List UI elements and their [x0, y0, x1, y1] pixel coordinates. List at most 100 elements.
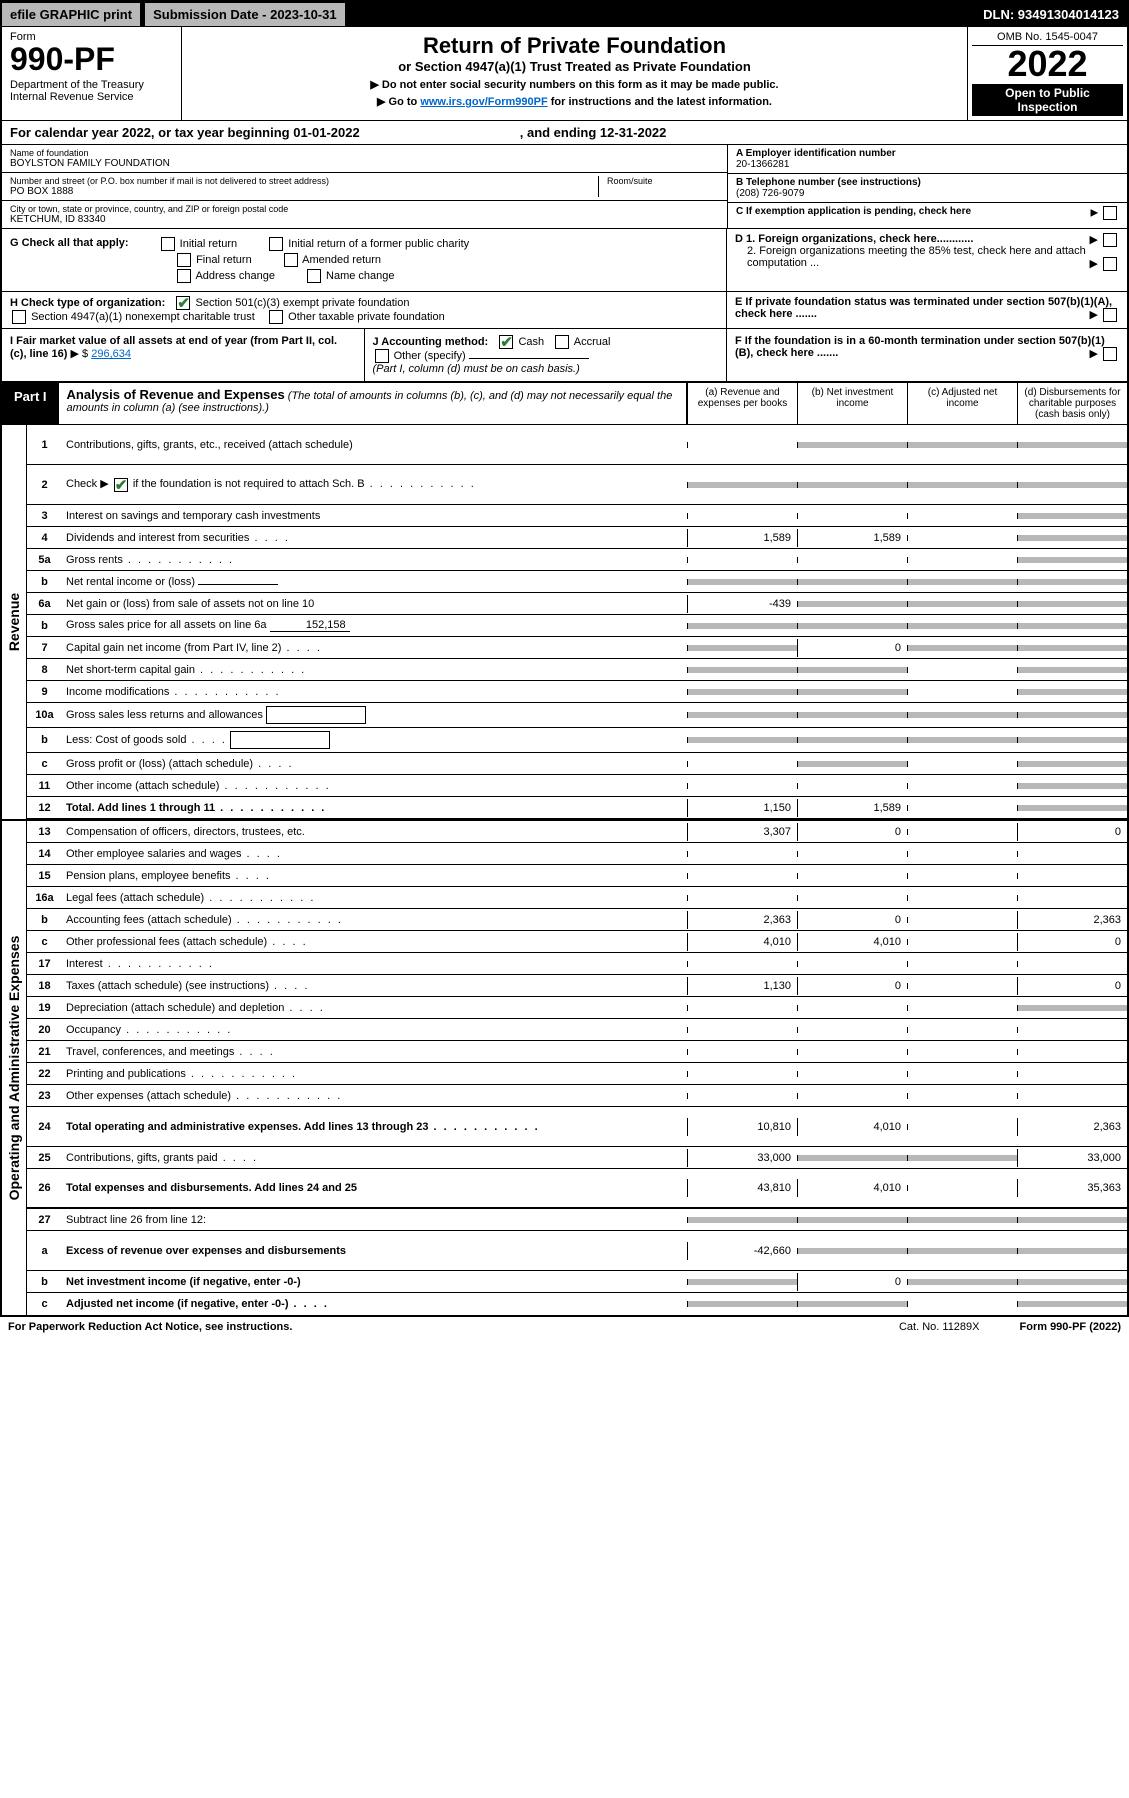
g-label: G Check all that apply: — [10, 237, 129, 249]
line2-checkbox[interactable] — [114, 478, 128, 492]
f-label: F If the foundation is in a 60-month ter… — [735, 335, 1105, 359]
city-label: City or town, state or province, country… — [10, 204, 719, 214]
g-final-checkbox[interactable] — [177, 253, 191, 267]
note-2: ▶ Go to www.irs.gov/Form990PF for instru… — [188, 95, 961, 108]
h-section: H Check type of organization: Section 50… — [2, 292, 727, 328]
h1-checkbox[interactable] — [176, 296, 190, 310]
col-c-head: (c) Adjusted net income — [907, 383, 1017, 424]
i-j-f-row: I Fair market value of all assets at end… — [2, 329, 1127, 383]
g-initial-checkbox[interactable] — [161, 237, 175, 251]
g-opt-1: Initial return of a former public charit… — [288, 238, 469, 250]
e-checkbox[interactable] — [1103, 308, 1117, 322]
line-15: 15Pension plans, employee benefits — [27, 865, 1127, 887]
expenses-side-label: Operating and Administrative Expenses — [2, 821, 27, 1315]
line-10b: bLess: Cost of goods sold — [27, 728, 1127, 753]
j-section: J Accounting method: Cash Accrual Other … — [365, 329, 728, 381]
form-number: 990-PF — [10, 43, 173, 75]
city: KETCHUM, ID 83340 — [10, 214, 719, 225]
f-checkbox[interactable] — [1103, 347, 1117, 361]
d1-checkbox[interactable] — [1103, 233, 1117, 247]
ein: 20-1366281 — [736, 159, 1119, 170]
dept: Department of the TreasuryInternal Reven… — [10, 79, 173, 103]
line-17: 17Interest — [27, 953, 1127, 975]
h2: Section 4947(a)(1) nonexempt charitable … — [31, 311, 255, 323]
line-11: 11Other income (attach schedule) — [27, 775, 1127, 797]
line-27: 27Subtract line 26 from line 12: — [27, 1209, 1127, 1231]
line-19: 19Depreciation (attach schedule) and dep… — [27, 997, 1127, 1019]
i-value-link[interactable]: 296,634 — [91, 348, 131, 360]
line-10c: cGross profit or (loss) (attach schedule… — [27, 753, 1127, 775]
phone-label: B Telephone number (see instructions) — [736, 177, 1119, 188]
h1: Section 501(c)(3) exempt private foundat… — [195, 297, 409, 309]
j-other-checkbox[interactable] — [375, 349, 389, 363]
h2-checkbox[interactable] — [12, 310, 26, 324]
line-9: 9Income modifications — [27, 681, 1127, 703]
note-1: ▶ Do not enter social security numbers o… — [188, 78, 961, 91]
footer-cat: Cat. No. 11289X — [899, 1321, 980, 1333]
info-left: Name of foundation BOYLSTON FAMILY FOUND… — [2, 145, 727, 228]
j-cash-checkbox[interactable] — [499, 335, 513, 349]
note2-pre: ▶ Go to — [377, 96, 420, 108]
j-accrual-checkbox[interactable] — [555, 335, 569, 349]
line-27a: aExcess of revenue over expenses and dis… — [27, 1231, 1127, 1271]
header-center: Return of Private Foundation or Section … — [182, 27, 967, 120]
room-label: Room/suite — [607, 176, 719, 186]
g-d-row: G Check all that apply: Initial return I… — [2, 229, 1127, 292]
d-section: D 1. Foreign organizations, check here..… — [727, 229, 1127, 291]
line-26: 26Total expenses and disbursements. Add … — [27, 1169, 1127, 1209]
foundation-name-cell: Name of foundation BOYLSTON FAMILY FOUND… — [2, 145, 727, 173]
revenue-section: Revenue 1Contributions, gifts, grants, e… — [2, 425, 1127, 819]
line-24: 24Total operating and administrative exp… — [27, 1107, 1127, 1147]
part1-label: Part I — [2, 383, 59, 424]
g-name-checkbox[interactable] — [307, 269, 321, 283]
d2-label: 2. Foreign organizations meeting the 85%… — [747, 245, 1086, 269]
line-3: 3Interest on savings and temporary cash … — [27, 505, 1127, 527]
e-label: E If private foundation status was termi… — [735, 296, 1112, 320]
line-14: 14Other employee salaries and wages — [27, 843, 1127, 865]
line-16b: bAccounting fees (attach schedule)2,3630… — [27, 909, 1127, 931]
g-amended-checkbox[interactable] — [284, 253, 298, 267]
g-initial-former-checkbox[interactable] — [269, 237, 283, 251]
line-8: 8Net short-term capital gain — [27, 659, 1127, 681]
j-note: (Part I, column (d) must be on cash basi… — [373, 363, 580, 375]
c-label: C If exemption application is pending, c… — [736, 206, 971, 217]
line-12: 12Total. Add lines 1 through 111,1501,58… — [27, 797, 1127, 819]
g-opt-3: Amended return — [302, 254, 381, 266]
efile-badge[interactable]: efile GRAPHIC print — [2, 3, 140, 26]
info-right: A Employer identification number 20-1366… — [727, 145, 1127, 228]
line-16a: 16aLegal fees (attach schedule) — [27, 887, 1127, 909]
h3-checkbox[interactable] — [269, 310, 283, 324]
line-25: 25Contributions, gifts, grants paid33,00… — [27, 1147, 1127, 1169]
form-container: efile GRAPHIC print Submission Date - 20… — [0, 0, 1129, 1317]
d2-checkbox[interactable] — [1103, 257, 1117, 271]
instructions-link[interactable]: www.irs.gov/Form990PF — [420, 96, 547, 108]
inspection-badge: Open to Public Inspection — [972, 84, 1123, 116]
topbar: efile GRAPHIC print Submission Date - 20… — [2, 2, 1127, 27]
submission-date: Submission Date - 2023-10-31 — [144, 2, 346, 27]
c-cell: C If exemption application is pending, c… — [728, 203, 1127, 220]
line-6b: bGross sales price for all assets on lin… — [27, 615, 1127, 637]
line-18: 18Taxes (attach schedule) (see instructi… — [27, 975, 1127, 997]
g-opt-4: Address change — [195, 270, 275, 282]
line-13: 13Compensation of officers, directors, t… — [27, 821, 1127, 843]
tax-year: 2022 — [972, 46, 1123, 82]
line-5b: bNet rental income or (loss) — [27, 571, 1127, 593]
g-opt-2: Final return — [196, 254, 252, 266]
foundation-name: BOYLSTON FAMILY FOUNDATION — [10, 158, 719, 169]
calyear-end: , and ending 12-31-2022 — [520, 125, 667, 140]
form-subtitle: or Section 4947(a)(1) Trust Treated as P… — [188, 59, 961, 74]
line-27b: bNet investment income (if negative, ent… — [27, 1271, 1127, 1293]
c-checkbox[interactable] — [1103, 206, 1117, 220]
g-address-checkbox[interactable] — [177, 269, 191, 283]
header-right: OMB No. 1545-0047 2022 Open to Public In… — [967, 27, 1127, 120]
col-b-head: (b) Net investment income — [797, 383, 907, 424]
line-27c: cAdjusted net income (if negative, enter… — [27, 1293, 1127, 1315]
line-7: 7Capital gain net income (from Part IV, … — [27, 637, 1127, 659]
line-21: 21Travel, conferences, and meetings — [27, 1041, 1127, 1063]
line-6a: 6aNet gain or (loss) from sale of assets… — [27, 593, 1127, 615]
g-opt-0: Initial return — [180, 238, 237, 250]
g-section: G Check all that apply: Initial return I… — [2, 229, 727, 291]
footer-left: For Paperwork Reduction Act Notice, see … — [8, 1321, 292, 1333]
calyear-begin: For calendar year 2022, or tax year begi… — [10, 125, 360, 140]
i-section: I Fair market value of all assets at end… — [2, 329, 365, 381]
